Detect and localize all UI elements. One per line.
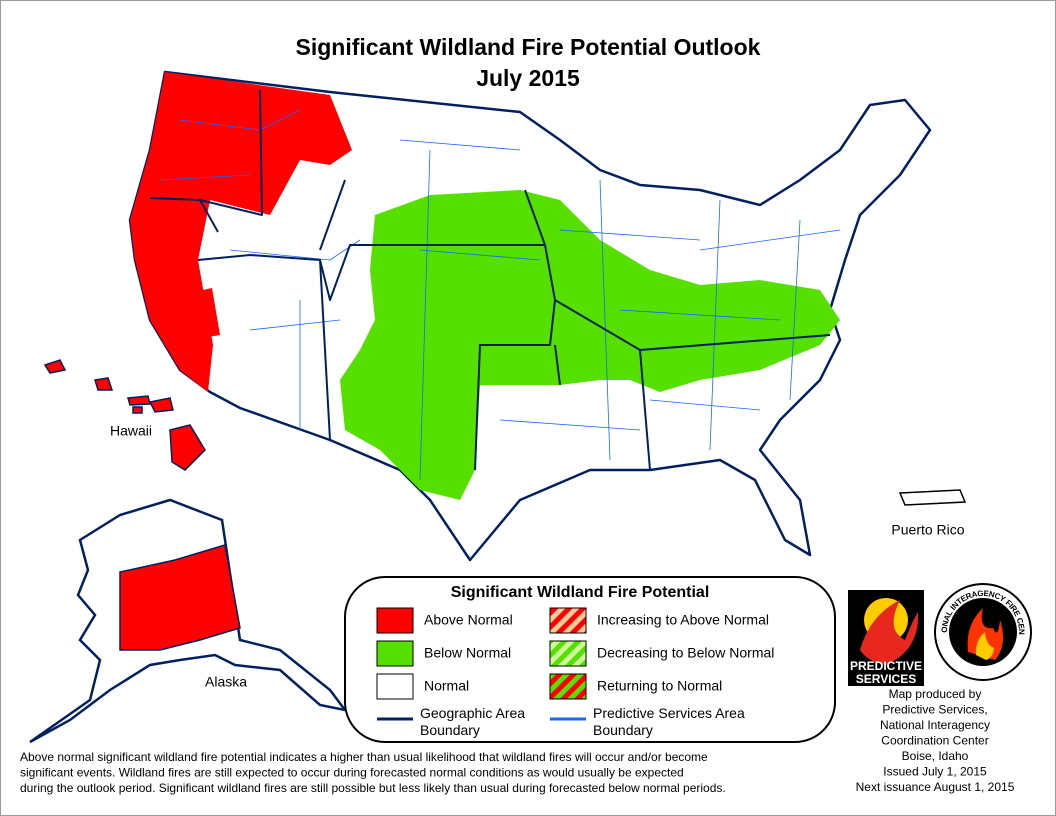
legend-swatch: [549, 673, 587, 700]
legend-title: Significant Wildland Fire Potential: [451, 584, 710, 601]
alaska-label: Alaska: [205, 674, 247, 690]
predictive-services-logo: PREDICTIVE SERVICES: [848, 590, 924, 686]
puerto-rico-label: Puerto Rico: [891, 522, 964, 538]
hawaii-label: Hawaii: [110, 423, 152, 439]
hawaii-map: [43, 359, 206, 471]
legend-swatch: [376, 640, 414, 667]
puerto-rico-map: [898, 489, 967, 506]
legend-swatch: [549, 640, 587, 667]
legend-label: Above Normal: [424, 612, 513, 628]
producer-line: Map produced by: [889, 687, 982, 701]
producer-line: Issued July 1, 2015: [883, 765, 987, 779]
footnote-line: significant events. Wildland fires are s…: [20, 766, 684, 780]
legend-label: Geographic Area Boundary: [420, 705, 525, 738]
legend-label: Normal: [424, 678, 469, 694]
producer-line: Coordination Center: [881, 734, 988, 748]
producer-line: Next issuance August 1, 2015: [856, 780, 1015, 794]
alaska-map: [29, 498, 348, 744]
legend-swatch: [376, 607, 414, 634]
nifc-place: Boise, Idaho: [966, 669, 1000, 675]
footnote-line: during the outlook period. Significant w…: [20, 781, 726, 795]
producer-line: National Interagency: [880, 718, 990, 732]
title: Significant Wildland Fire Potential Outl…: [296, 34, 761, 60]
legend-label: Returning to Normal: [597, 678, 722, 694]
legend-label: Predictive Services Area Boundary: [593, 705, 745, 738]
legend-label: Increasing to Above Normal: [597, 612, 769, 628]
legend: Significant Wildland Fire Potential Abov…: [344, 576, 836, 743]
subtitle: July 2015: [476, 65, 580, 91]
legend-label: Decreasing to Below Normal: [597, 645, 774, 661]
us-map: [128, 70, 932, 562]
logo-text: PREDICTIVE: [850, 659, 922, 673]
legend-swatch: [376, 673, 414, 700]
producer-line: Boise, Idaho: [902, 749, 969, 763]
footnote-line: Above normal significant wildland fire p…: [20, 750, 708, 764]
logo-text: SERVICES: [856, 672, 916, 686]
footnote: Above normal significant wildland fire p…: [20, 750, 726, 795]
legend-swatch: [549, 607, 587, 634]
producer-credits: Map produced by Predictive Services,Natio…: [856, 687, 1015, 794]
producer-line: Predictive Services,: [882, 703, 987, 717]
legend-label: Below Normal: [424, 645, 511, 661]
